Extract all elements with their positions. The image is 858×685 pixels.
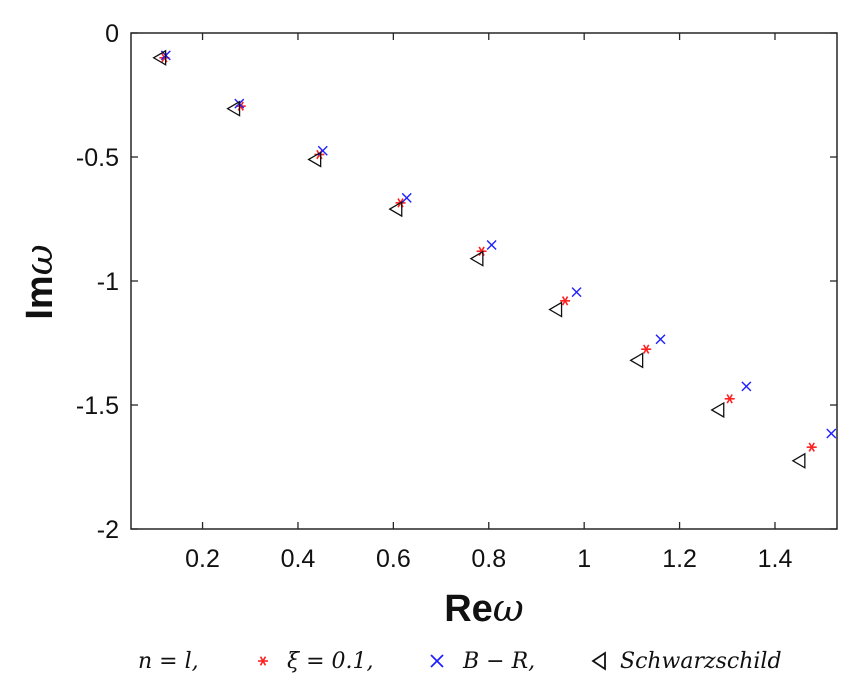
legend-label-br: B − R,: [462, 649, 535, 674]
x-tick-label: 1.2: [662, 545, 697, 573]
legend-marker-asterisk: [258, 656, 268, 666]
y-axis-title: Imω: [17, 244, 61, 319]
y-tick-label: -2: [97, 516, 119, 544]
asterisk-point: [724, 394, 735, 404]
x-point: [571, 287, 582, 298]
asterisk-point: [641, 344, 652, 354]
legend-label-xi: ξ = 0.1,: [287, 649, 374, 674]
x-point: [741, 381, 752, 392]
x-point: [826, 428, 837, 439]
x-axis-title-prefix: Re: [444, 588, 493, 630]
triangle-point: [226, 100, 241, 117]
y-tick-label: 0: [105, 20, 119, 48]
triangle-point: [791, 452, 806, 469]
legend-marker-x: [430, 654, 444, 668]
triangle-point: [388, 200, 403, 218]
triangle-point: [710, 401, 725, 419]
x-point: [655, 334, 666, 345]
x-point: [317, 145, 328, 156]
x-point: [486, 240, 497, 251]
asterisk-point: [806, 442, 817, 452]
x-point: [401, 192, 412, 203]
x-tick-label: 0.4: [281, 545, 316, 573]
x-tick-label: 1.4: [758, 545, 793, 573]
plot-area: [130, 32, 838, 530]
data-markers: [152, 49, 837, 469]
legend: n = l, ξ = 0.1, B − R, Schwarzschild: [138, 649, 782, 674]
y-tick-label: -0.5: [76, 144, 119, 172]
y-axis-title-prefix: Im: [19, 275, 61, 319]
y-tick-label: -1: [97, 268, 119, 296]
y-tick-label: -1.5: [76, 392, 119, 420]
triangle-point: [629, 352, 644, 369]
legend-label-schwarzschild: Schwarzschild: [620, 649, 782, 674]
x-axis-title: Reω: [444, 586, 524, 630]
x-tick-label: 0.6: [376, 545, 411, 573]
x-tick-label: 0.2: [185, 545, 220, 573]
x-tick-label: 1: [577, 545, 591, 573]
legend-marker-triangle: [591, 651, 606, 671]
triangle-point: [469, 250, 484, 267]
legend-title: n = l,: [138, 649, 199, 674]
axis-ticks: 0.2 0.4 0.6 0.8 1 1.2 1.4 0 -0.5 -1 -1.5 -2: [76, 20, 837, 573]
triangle-point: [548, 301, 563, 318]
x-tick-label: 0.8: [471, 545, 506, 573]
triangle-point: [152, 49, 167, 66]
triangle-point: [307, 151, 322, 168]
x-axis-title-omega: ω: [493, 586, 524, 630]
y-axis-title-omega: ω: [17, 244, 61, 275]
asterisk-point: [560, 296, 571, 306]
